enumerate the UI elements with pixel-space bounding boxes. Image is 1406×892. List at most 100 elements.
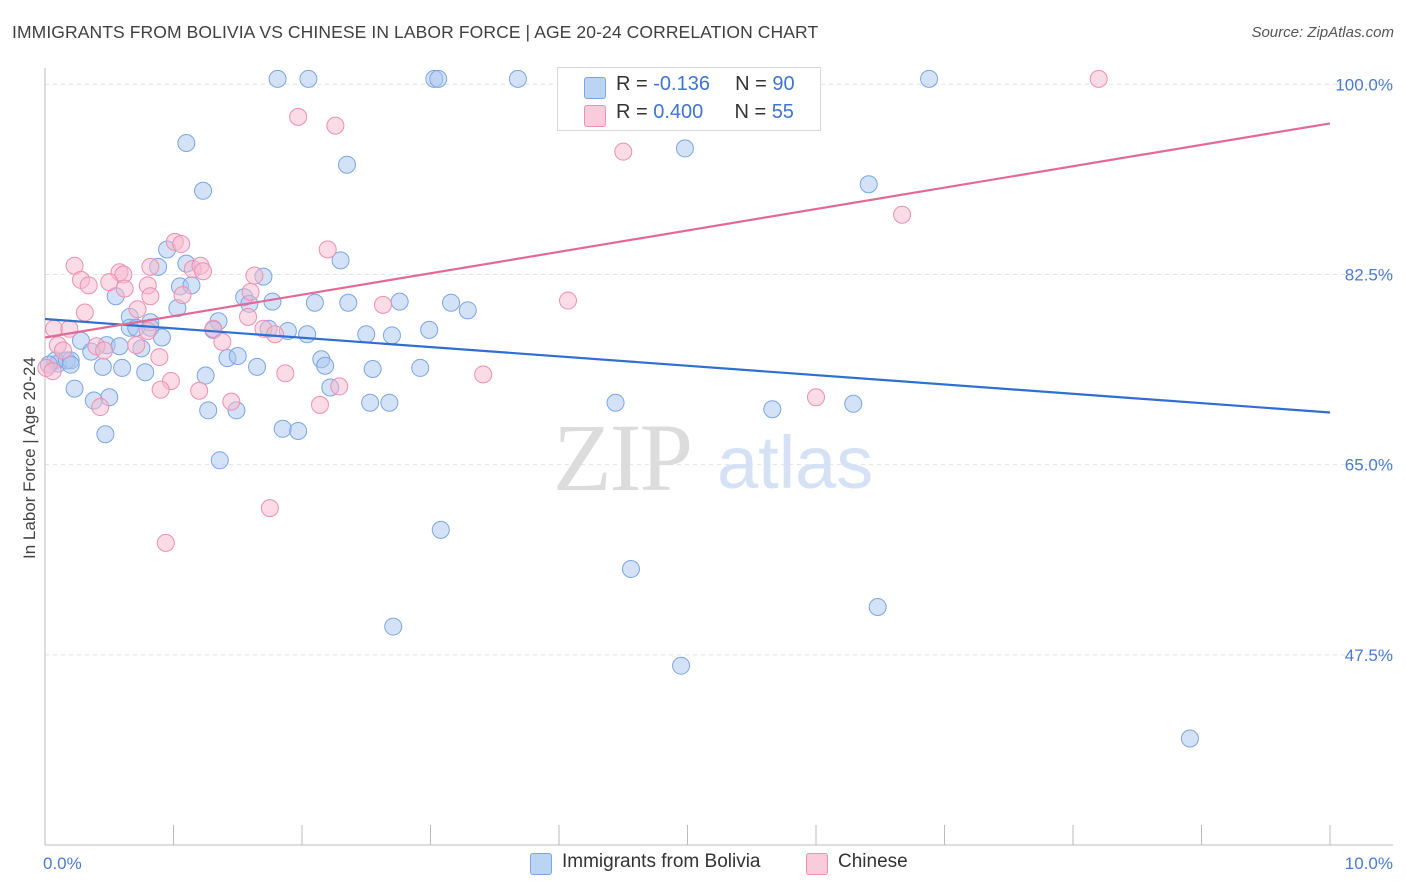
x-tick-label-min: 0.0% [43,854,82,873]
point-bolivia [1180,729,1199,748]
point-bolivia [859,175,878,194]
point-bolivia [305,293,324,312]
point-bolivia [337,155,356,174]
watermark-atlas: atlas [717,421,873,504]
point-bolivia [96,425,115,444]
chart-source: Source: ZipAtlas.com [1251,24,1394,41]
point-chinese [43,362,62,381]
correlation-legend: R = -0.136 N = 90 R = 0.400 N = 55 [557,67,821,131]
point-bolivia [411,358,430,377]
point-chinese [245,266,264,285]
legend-label-chinese: Chinese [838,851,908,872]
legend-row-bolivia: R = -0.136 N = 90 [558,73,820,101]
trend-line-chinese [44,122,1331,339]
x-tick-label-max: 10.0% [1345,854,1393,873]
series-bolivia-points [39,69,1199,748]
point-chinese [289,107,308,126]
point-bolivia [844,394,863,413]
point-bolivia [196,366,215,385]
point-bolivia [442,293,461,312]
point-bolivia [672,656,691,675]
point-chinese [326,116,345,135]
point-bolivia [868,598,887,617]
point-chinese [558,291,577,310]
point-chinese [614,142,633,161]
point-bolivia [298,325,317,344]
point-chinese [190,381,209,400]
point-chinese [128,300,147,319]
point-bolivia [289,421,308,440]
point-bolivia [177,133,196,152]
point-bolivia [65,379,84,398]
point-bolivia [621,559,640,578]
point-chinese [373,295,392,314]
point-chinese [115,279,134,298]
point-chinese [91,398,110,417]
point-chinese [222,392,241,411]
point-bolivia [248,357,267,376]
point-chinese [53,341,72,360]
point-bolivia [390,292,409,311]
point-bolivia [382,326,401,345]
point-chinese [474,365,493,384]
point-chinese [204,319,223,338]
point-bolivia [331,251,350,270]
point-chinese [127,336,146,355]
point-chinese [260,499,279,518]
point-bolivia [339,293,358,312]
point-chinese [100,273,119,292]
point-bolivia [316,356,335,375]
point-chinese [893,205,912,224]
point-chinese [172,235,191,254]
tick-labels: 47.5% 65.0% 82.5% 100.0% 0.0% 10.0% [43,75,1393,873]
trend-line-bolivia [44,317,1331,414]
chart-title: IMMIGRANTS FROM BOLIVIA VS CHINESE IN LA… [12,22,819,42]
point-bolivia [194,181,213,200]
r-value-bolivia: -0.136 [653,73,710,95]
legend-row-chinese: R = 0.400 N = 55 [558,101,820,129]
point-bolivia [361,393,380,412]
n-label: N = [734,101,767,123]
point-chinese [173,286,192,305]
legend-swatch-chinese [584,105,606,127]
point-chinese [1089,69,1108,88]
point-bolivia [458,301,477,320]
watermark-zip: ZIP [553,404,691,511]
point-bolivia [61,355,80,374]
point-bolivia [299,69,318,88]
legend-label-bolivia: Immigrants from Bolivia [562,851,761,872]
point-chinese [95,341,114,360]
point-chinese [141,257,160,276]
point-bolivia [357,325,376,344]
point-chinese [141,287,160,306]
point-chinese [241,282,260,301]
point-chinese [75,303,94,322]
point-bolivia [380,393,399,412]
n-value-chinese: 55 [771,101,794,123]
y-tick-label: 47.5% [1345,646,1393,665]
point-bolivia [920,69,939,88]
n-label: N = [735,73,767,95]
point-chinese [194,262,213,281]
point-bolivia [93,357,112,376]
r-value-chinese: 0.400 [653,101,704,123]
axes [44,68,1393,846]
trend-lines [44,122,1331,414]
legend-swatch-chinese [806,853,828,875]
point-bolivia [363,360,382,379]
y-tick-label: 100.0% [1335,75,1393,94]
point-bolivia [113,358,132,377]
r-label: R = [616,101,648,123]
y-axis-label: In Labor Force | Age 20-24 [20,357,39,559]
point-bolivia [675,139,694,158]
point-bolivia [110,337,129,356]
n-value-bolivia: 90 [772,73,795,95]
point-bolivia [273,419,292,438]
point-chinese [151,380,170,399]
point-bolivia [606,393,625,412]
point-chinese [318,240,337,259]
legend-swatch-bolivia [584,77,606,99]
point-bolivia [228,346,247,365]
point-chinese [79,276,98,295]
point-chinese [213,332,232,351]
